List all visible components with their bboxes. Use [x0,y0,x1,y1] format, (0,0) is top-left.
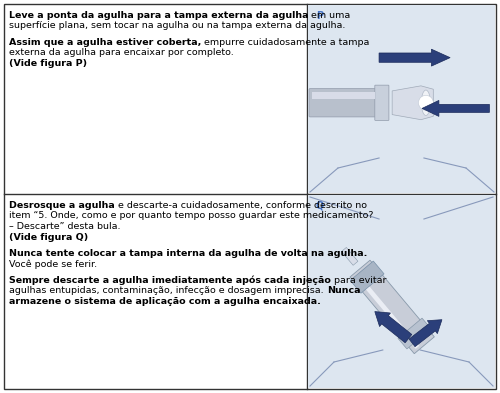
Text: (Vide figura P): (Vide figura P) [9,59,87,68]
FancyArrow shape [379,49,450,66]
Polygon shape [350,261,384,293]
Text: – Descarte” desta bula.: – Descarte” desta bula. [9,222,120,231]
Text: Assim que a agulha estiver coberta,: Assim que a agulha estiver coberta, [9,38,202,47]
Text: Sempre descarte a agulha imediatamente após cada injeção: Sempre descarte a agulha imediatamente a… [9,275,331,285]
FancyBboxPatch shape [375,85,389,120]
Ellipse shape [422,90,430,116]
Polygon shape [342,248,358,265]
Bar [312,92,376,99]
Text: Desrosque a agulha: Desrosque a agulha [9,201,115,210]
Circle shape [418,95,434,110]
Polygon shape [350,260,434,354]
Text: para evitar: para evitar [331,275,386,285]
Text: P: P [316,11,323,21]
FancyArrow shape [409,320,442,347]
Text: (Vide figura Q): (Vide figura Q) [9,233,88,242]
Text: Nunca: Nunca [326,286,360,295]
FancyArrow shape [422,100,490,116]
FancyBboxPatch shape [309,88,378,117]
Text: armazene o sistema de aplicação com a agulha encaixada.: armazene o sistema de aplicação com a ag… [9,297,321,305]
Text: superfície plana, sem tocar na agulha ou na tampa externa da agulha.: superfície plana, sem tocar na agulha ou… [9,22,345,31]
Bar [308,195,495,388]
Text: externa da agulha para encaixar por completo.: externa da agulha para encaixar por comp… [9,48,234,57]
Text: agulhas entupidas, contaminação, infecção e dosagem imprecisa.: agulhas entupidas, contaminação, infecçã… [9,286,326,295]
Text: item “5. Onde, como e por quanto tempo posso guardar este medicamento?: item “5. Onde, como e por quanto tempo p… [9,211,374,220]
Text: Leve a ponta da agulha para a tampa externa da agulha: Leve a ponta da agulha para a tampa exte… [9,11,308,20]
FancyArrow shape [375,312,412,343]
Polygon shape [355,274,420,349]
Text: e descarte-a cuidadosamente, conforme descrito no: e descarte-a cuidadosamente, conforme de… [115,201,367,210]
Text: em uma: em uma [308,11,351,20]
Text: Você pode se ferir.: Você pode se ferir. [9,259,97,269]
Polygon shape [398,318,431,349]
Text: Q: Q [316,201,324,211]
Text: Nunca tente colocar a tampa interna da agulha de volta na agulha.: Nunca tente colocar a tampa interna da a… [9,249,368,258]
Polygon shape [392,86,434,120]
Bar [308,5,495,193]
Text: empurre cuidadosamente a tampa: empurre cuidadosamente a tampa [202,38,370,47]
